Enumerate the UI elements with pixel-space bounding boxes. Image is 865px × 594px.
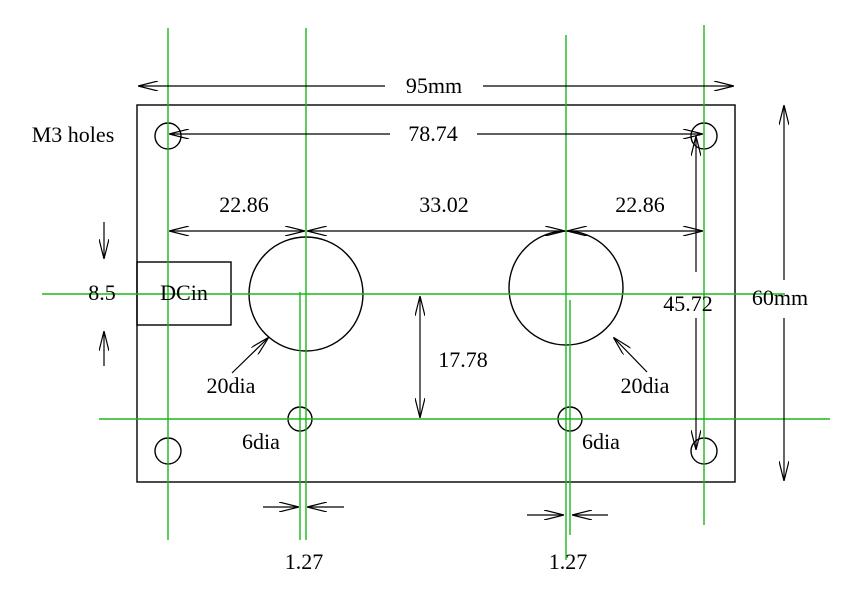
guide-lines (42, 25, 830, 560)
label-vertical-offset: 17.78 (438, 347, 488, 372)
label-small-hole-left: 6dia (242, 429, 280, 454)
label-left-spacing: 22.86 (219, 192, 269, 217)
label-width-overall: 95mm (406, 73, 462, 98)
label-height-overall: 60mm (752, 285, 808, 310)
label-m3-holes: M3 holes (32, 122, 115, 147)
label-right-spacing: 22.86 (615, 192, 665, 217)
label-big-hole-right: 20dia (621, 373, 670, 398)
label-dc-height: 8.5 (88, 280, 116, 305)
label-offset-right: 1.27 (549, 549, 588, 574)
label-offset-left: 1.27 (285, 549, 324, 574)
label-hole-spacing: 78.74 (408, 121, 458, 146)
label-vertical-spacing: 45.72 (663, 291, 713, 316)
dimension-lines (104, 86, 784, 515)
label-center-spacing: 33.02 (419, 192, 469, 217)
label-small-hole-right: 6dia (582, 429, 620, 454)
label-dc-in: DCin (160, 280, 208, 305)
label-big-hole-left: 20dia (207, 373, 256, 398)
